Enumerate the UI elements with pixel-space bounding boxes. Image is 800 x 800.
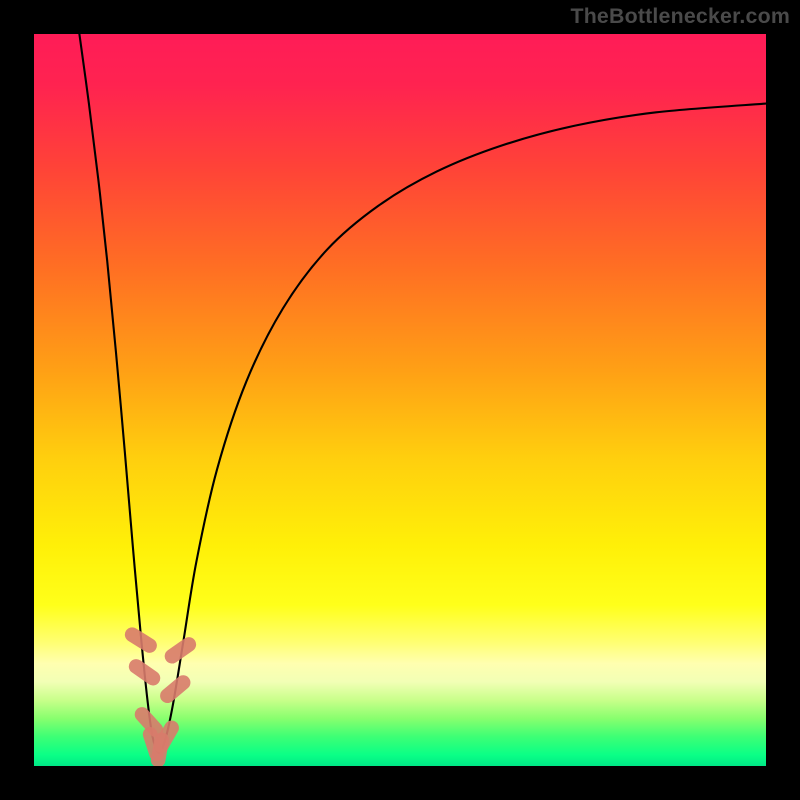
plot-area bbox=[34, 34, 766, 766]
plot-svg bbox=[34, 34, 766, 766]
chart-stage: TheBottlenecker.com bbox=[0, 0, 800, 800]
watermark-text: TheBottlenecker.com bbox=[570, 4, 790, 29]
